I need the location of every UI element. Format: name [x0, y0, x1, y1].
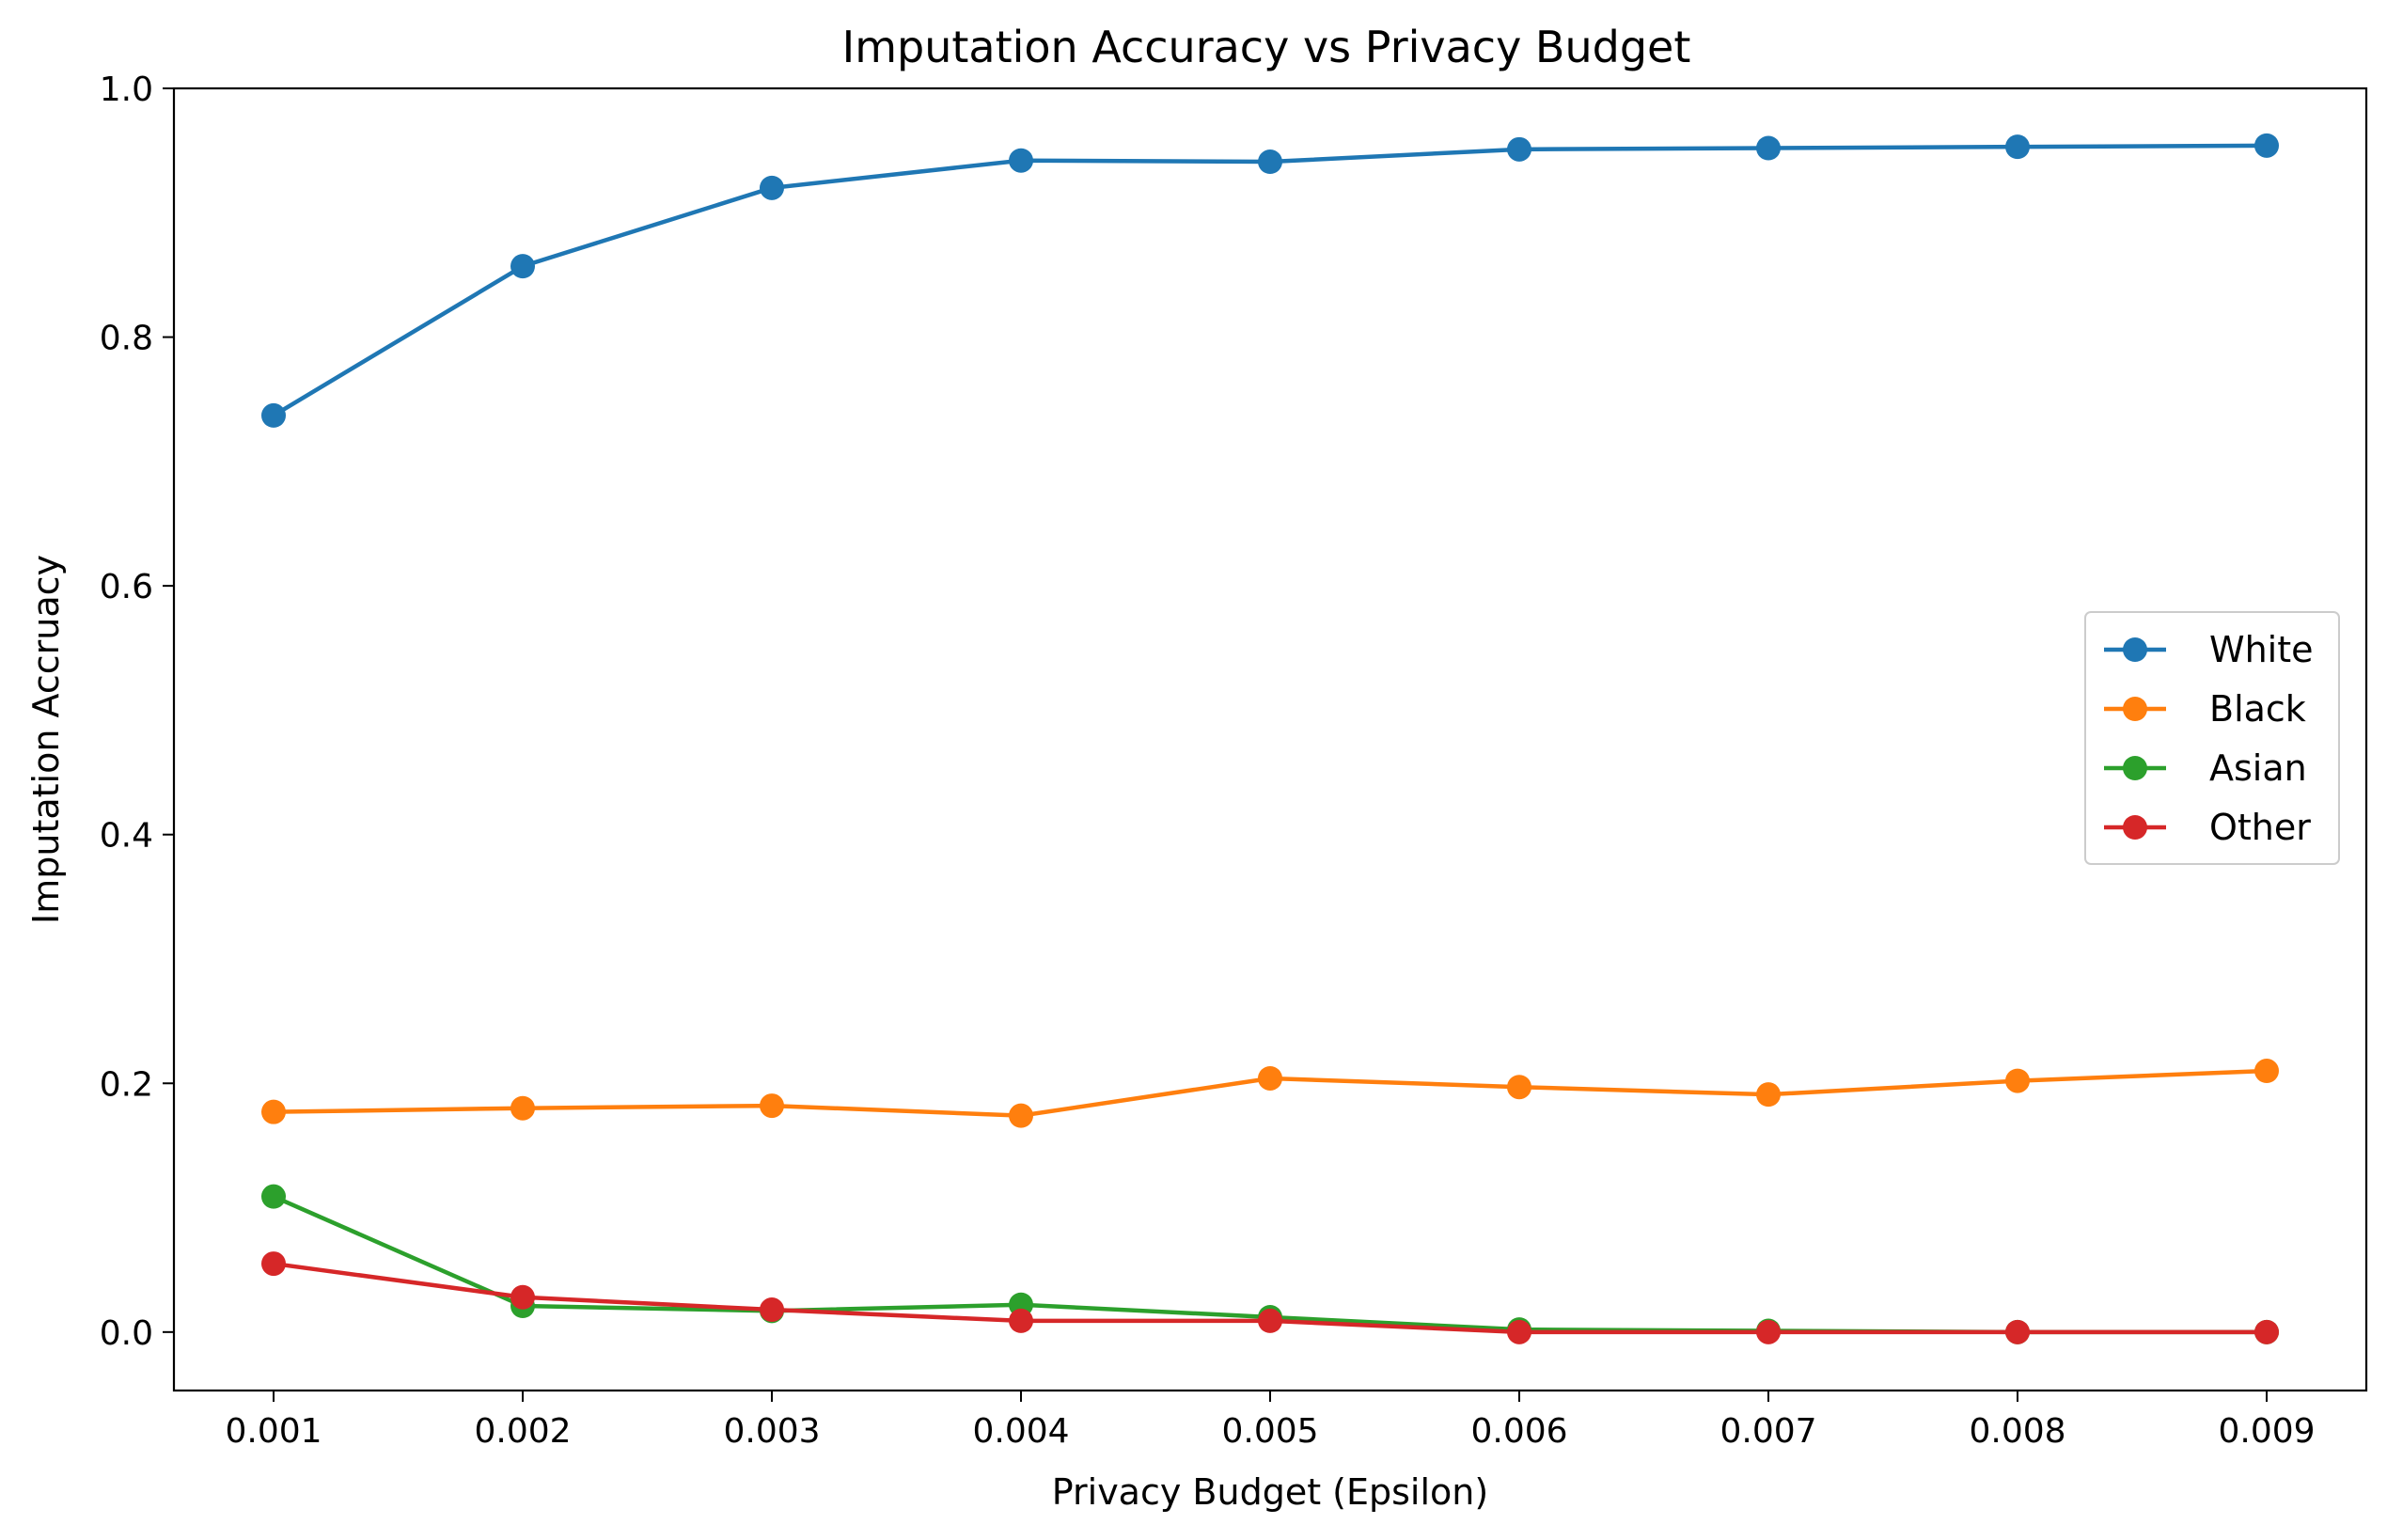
- data-point: [760, 175, 784, 200]
- legend-label: Asian: [2209, 747, 2307, 789]
- data-point: [2254, 1319, 2279, 1344]
- data-point: [2005, 1319, 2030, 1344]
- data-point: [1009, 148, 1033, 173]
- legend-box: [2084, 611, 2340, 865]
- legend-label: White: [2209, 629, 2314, 670]
- data-point: [2005, 134, 2030, 160]
- data-point: [760, 1297, 784, 1323]
- legend-marker: [2123, 756, 2147, 780]
- y-tick-label: 0.2: [100, 1065, 153, 1104]
- x-tick-label: 0.006: [1470, 1412, 1567, 1451]
- y-axis-label: Imputation Accruacy: [25, 555, 67, 924]
- series-other: [261, 1251, 2279, 1344]
- data-point: [510, 1284, 535, 1310]
- data-point: [1756, 1082, 1781, 1108]
- data-point: [1009, 1308, 1033, 1333]
- x-tick-label: 0.008: [1969, 1412, 2065, 1451]
- plot-area: [261, 133, 2279, 1344]
- x-tick-label: 0.001: [225, 1412, 322, 1451]
- y-tick-label: 0.0: [100, 1314, 153, 1353]
- data-point: [1258, 149, 1282, 175]
- legend-label: Black: [2209, 688, 2306, 730]
- y-tick-label: 1.0: [100, 71, 153, 109]
- data-point: [261, 402, 286, 428]
- data-point: [1507, 1075, 1531, 1100]
- data-point: [1009, 1103, 1033, 1128]
- series-white: [261, 133, 2279, 428]
- y-tick-label: 0.4: [100, 817, 153, 856]
- legend-label: Other: [2209, 807, 2311, 848]
- data-point: [1258, 1308, 1282, 1333]
- x-tick-label: 0.007: [1720, 1412, 1816, 1451]
- data-point: [1507, 1319, 1531, 1344]
- legend-marker: [2123, 697, 2147, 721]
- chart-title: Imputation Accuracy vs Privacy Budget: [842, 22, 1691, 72]
- y-tick-label: 0.6: [100, 568, 153, 606]
- legend-item: White: [2104, 629, 2314, 670]
- x-tick-label: 0.004: [972, 1412, 1069, 1451]
- x-axis-label: Privacy Budget (Epsilon): [1052, 1471, 1488, 1513]
- data-point: [261, 1251, 286, 1277]
- data-point: [510, 254, 535, 279]
- data-point: [1507, 136, 1531, 162]
- x-tick-label: 0.009: [2218, 1412, 2315, 1451]
- data-point: [2254, 1059, 2279, 1084]
- y-tick-label: 0.8: [100, 320, 153, 358]
- data-point: [760, 1093, 784, 1119]
- legend: White Black Asian Other: [2084, 611, 2340, 865]
- data-point: [1258, 1065, 1282, 1091]
- x-tick-label: 0.003: [723, 1412, 820, 1451]
- data-point: [1756, 135, 1781, 161]
- x-tick-label: 0.005: [1221, 1412, 1318, 1451]
- data-point: [2254, 133, 2279, 158]
- legend-marker: [2123, 815, 2147, 840]
- legend-marker: [2123, 637, 2147, 662]
- data-point: [2005, 1068, 2030, 1093]
- axis-ticks: 0.001 0.002 0.003 0.004 0.005 0.006 0.007 0.008…: [100, 71, 2316, 1451]
- legend-item: Black: [2104, 688, 2306, 730]
- series-black: [261, 1059, 2279, 1128]
- data-point: [1756, 1319, 1781, 1344]
- x-tick-label: 0.002: [474, 1412, 571, 1451]
- data-point: [510, 1095, 535, 1121]
- legend-item: Asian: [2104, 747, 2307, 789]
- data-point: [261, 1184, 286, 1209]
- legend-item: Other: [2104, 807, 2311, 848]
- data-point: [261, 1099, 286, 1124]
